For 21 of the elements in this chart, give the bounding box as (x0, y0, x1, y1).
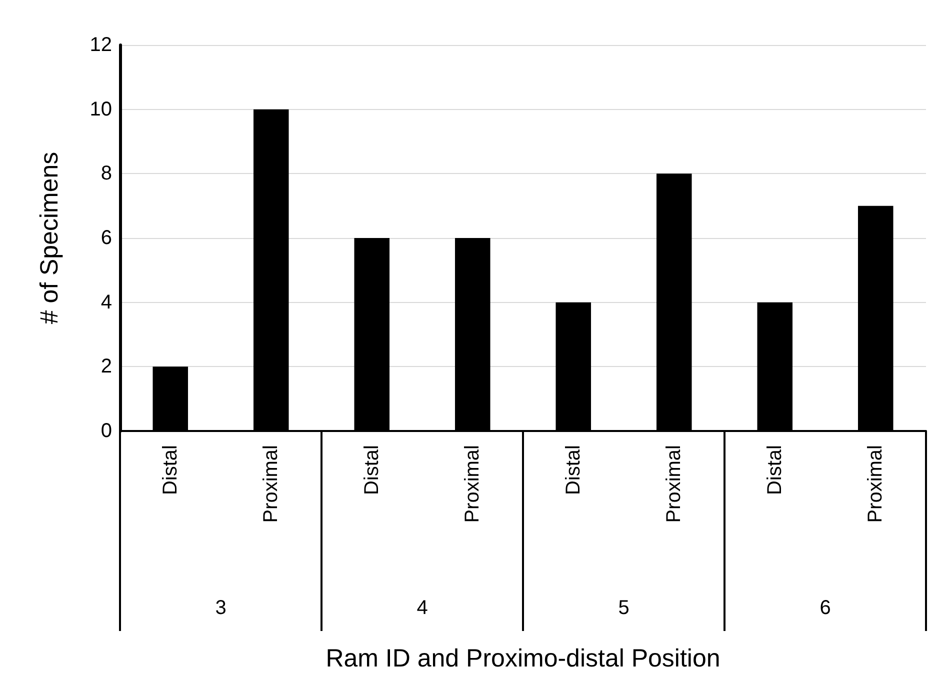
y-tick-label: 10 (90, 98, 112, 120)
x-tick-label: Distal (360, 445, 383, 496)
y-axis-title: # of Specimens (36, 152, 64, 324)
y-tick-label: 0 (100, 420, 112, 442)
y-tick-label: 2 (100, 356, 112, 378)
y-tick-label: 6 (100, 227, 112, 249)
text: 4 (416, 597, 428, 619)
x-tick-label: Distal (562, 445, 584, 496)
text: 6 (820, 597, 831, 619)
x-tick-label: Distal (764, 445, 786, 496)
x-axis-title: Ram ID and Proximo-distal Position (326, 644, 720, 672)
y-tick-label: 4 (100, 291, 112, 314)
x-tick-label: Proximal (663, 445, 686, 523)
x-tick-label: Proximal (462, 445, 484, 523)
y-tick-label: 8 (100, 162, 112, 185)
text: 3 (215, 597, 226, 619)
x-tick-label: Proximal (260, 445, 282, 523)
x-tick-label: Proximal (864, 445, 887, 523)
y-tick-label: 12 (90, 34, 112, 56)
text: 5 (618, 597, 630, 619)
x-tick-label: Distal (159, 445, 182, 496)
